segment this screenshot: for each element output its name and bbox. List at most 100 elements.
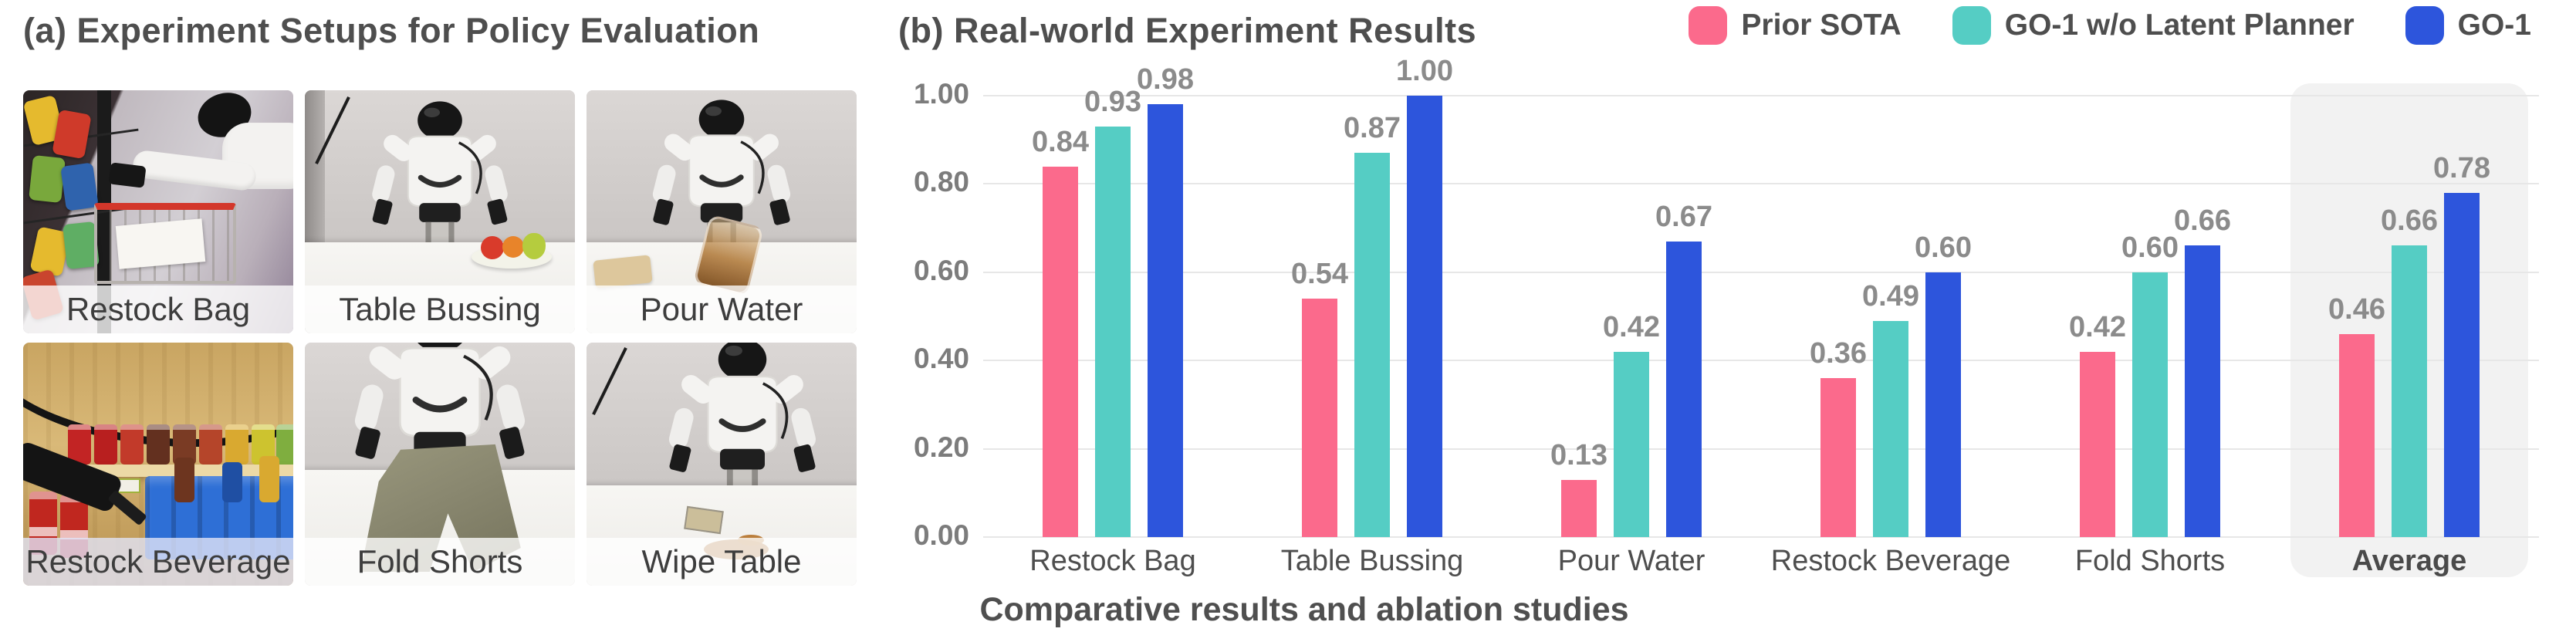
bar-prior-sota-restock-bag <box>1043 166 1078 537</box>
photo-label: Wipe Table <box>641 543 802 579</box>
bar-go-1-w-o-latent-planner-table-bussing <box>1354 153 1390 537</box>
bar-value-label: 1.00 <box>1396 55 1453 87</box>
bar-value-label: 0.66 <box>2174 204 2231 238</box>
bar-go-1-w-o-latent-planner-fold-shorts <box>2132 272 2168 537</box>
bar-prior-sota-fold-shorts <box>2080 351 2115 537</box>
photo-label-band: Restock Beverage <box>23 538 293 586</box>
y-tick-label: 0.80 <box>913 166 969 198</box>
bar-go-1-w-o-latent-planner-average <box>2392 245 2427 537</box>
photo-label-band: Restock Bag <box>23 286 293 333</box>
bottle <box>174 458 194 502</box>
bar-value-label: 0.84 <box>1032 125 1089 158</box>
photo-restock-beverage: Restock Beverage <box>23 343 293 586</box>
bar-value-label: 0.66 <box>2381 204 2438 238</box>
photo-label-band: Fold Shorts <box>305 538 575 586</box>
panel-a-title: (a) Experiment Setups for Policy Evaluat… <box>23 11 760 50</box>
photo-label: Table Bussing <box>339 291 541 327</box>
bar-group-average: 0.46 0.66 0.78 <box>2280 96 2539 537</box>
y-tick-label: 1.00 <box>913 78 969 110</box>
bar-go-1-pour-water <box>1666 241 1702 537</box>
gridline <box>983 360 2539 362</box>
photo-table-bussing: Table Bussing <box>305 90 575 333</box>
figure-caption: Comparative results and ablation studies <box>979 591 1629 628</box>
bar-group-pour-water: 0.13 0.42 0.67 <box>1502 96 1761 537</box>
photo-label: Restock Bag <box>66 291 251 327</box>
y-tick-label: 0.60 <box>913 254 969 286</box>
bar-value-label: 0.36 <box>1810 337 1867 370</box>
panel-b-title: (b) Real-world Experiment Results <box>898 11 1477 50</box>
bar-go-1-w-o-latent-planner-restock-bag <box>1095 127 1131 537</box>
bar-go-1-w-o-latent-planner-restock-beverage <box>1873 320 1908 537</box>
bar-go-1-restock-bag <box>1148 104 1183 537</box>
legend-label: GO-1 <box>2457 8 2531 42</box>
bar-value-label: 0.60 <box>1915 231 1972 264</box>
x-axis-label-fold-shorts: Fold Shorts <box>2074 545 2226 577</box>
chart-legend: Prior SOTA GO-1 w/o Latent Planner GO-1 <box>1689 6 2531 45</box>
x-axis-label-average: Average <box>2351 545 2467 577</box>
bar-value-label: 0.42 <box>1603 310 1660 343</box>
gridline <box>983 271 2539 273</box>
bar-prior-sota-pour-water <box>1561 479 1597 537</box>
photo-label: Fold Shorts <box>357 543 523 579</box>
gridline <box>983 448 2539 450</box>
bar-value-label: 0.46 <box>2328 292 2385 326</box>
y-axis: 1.00 0.80 0.60 0.40 0.20 0.00 <box>855 78 969 551</box>
plot-area: 0.84 0.93 0.98 0.54 0.87 1.00 0.13 0.42 0.67 0.36… <box>983 55 2539 577</box>
x-axis-label-table-bussing: Table Bussing <box>1280 545 1464 577</box>
x-axis-label-restock-beverage: Restock Beverage <box>1770 545 2011 577</box>
bar-go-1-average <box>2444 192 2480 537</box>
photo-label-band: Pour Water <box>587 286 857 333</box>
photo-fold-shorts: Fold Shorts <box>305 343 575 586</box>
bar-value-label: 0.42 <box>2069 310 2126 343</box>
bar-prior-sota-average <box>2339 333 2375 537</box>
legend-label: GO-1 w/o Latent Planner <box>2004 8 2355 42</box>
bar-go-1-fold-shorts <box>2185 245 2220 537</box>
bar-value-label: 0.60 <box>2121 231 2179 264</box>
bar-group-fold-shorts: 0.42 0.60 0.66 <box>2020 96 2280 537</box>
y-tick-label: 0.20 <box>913 431 969 463</box>
photo-restock-bag: Restock Bag <box>23 90 293 333</box>
bar-value-label: 0.54 <box>1291 258 1348 291</box>
gridline <box>983 95 2539 96</box>
legend-label: Prior SOTA <box>1741 8 1902 42</box>
bar-go-1-w-o-latent-planner-pour-water <box>1614 351 1649 537</box>
bar-value-label: 0.93 <box>1084 86 1141 119</box>
bar-go-1-table-bussing <box>1407 96 1442 537</box>
bottle <box>222 462 242 502</box>
bar-prior-sota-table-bussing <box>1302 299 1337 537</box>
bar-group-restock-beverage: 0.36 0.49 0.60 <box>1761 96 2020 537</box>
x-axis-label-pour-water: Pour Water <box>1557 545 1706 577</box>
wiper-sponge <box>684 505 724 535</box>
photo-label-band: Wipe Table <box>587 538 857 586</box>
legend-swatch <box>1689 6 1728 45</box>
shopping-cart <box>94 203 236 284</box>
robot-gripper <box>108 162 147 188</box>
bar-group-restock-bag: 0.84 0.93 0.98 <box>983 63 1242 537</box>
bar-value-label: 0.67 <box>1655 200 1712 233</box>
photo-pour-water: Pour Water <box>587 90 857 333</box>
legend-swatch <box>1952 6 1991 45</box>
gridline <box>983 183 2539 185</box>
bar-value-label: 0.78 <box>2433 151 2490 184</box>
photo-label: Restock Beverage <box>25 543 291 579</box>
photo-label-band: Table Bussing <box>305 286 575 333</box>
legend-item-go-1-w-o-latent-planner: GO-1 w/o Latent Planner <box>1952 6 2355 45</box>
bar-prior-sota-restock-beverage <box>1820 378 1856 537</box>
bottle <box>259 456 279 502</box>
x-axis: Restock Bag Table Bussing Pour Water Restoc… <box>983 545 2539 583</box>
photo-wipe-table: Wipe Table <box>587 343 857 586</box>
y-tick-label: 0.00 <box>913 519 969 551</box>
legend-item-go-1: GO-1 <box>2405 6 2531 45</box>
white-box <box>115 218 206 269</box>
photo-label: Pour Water <box>640 291 803 327</box>
bar-value-label: 0.87 <box>1344 112 1401 145</box>
bar-go-1-restock-beverage <box>1925 272 1961 537</box>
bar-group-table-bussing: 0.54 0.87 1.00 <box>1242 55 1502 537</box>
bar-value-label: 0.98 <box>1137 63 1194 96</box>
x-axis-label-restock-bag: Restock Bag <box>1029 545 1196 577</box>
bar-value-label: 0.13 <box>1550 438 1607 471</box>
gridline <box>983 536 2539 538</box>
bar-value-label: 0.49 <box>1862 279 1919 313</box>
legend-item-prior-sota: Prior SOTA <box>1689 6 1902 45</box>
